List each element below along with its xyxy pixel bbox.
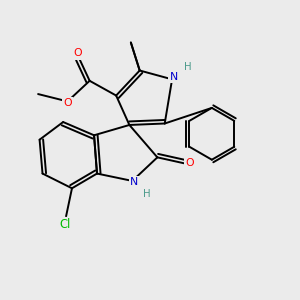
Text: N: N <box>130 177 138 188</box>
Text: O: O <box>185 158 194 168</box>
Text: H: H <box>184 62 192 72</box>
Text: Cl: Cl <box>59 218 70 231</box>
Text: O: O <box>74 48 82 59</box>
Text: N: N <box>169 72 178 82</box>
Text: H: H <box>143 189 151 199</box>
Text: O: O <box>63 98 72 108</box>
